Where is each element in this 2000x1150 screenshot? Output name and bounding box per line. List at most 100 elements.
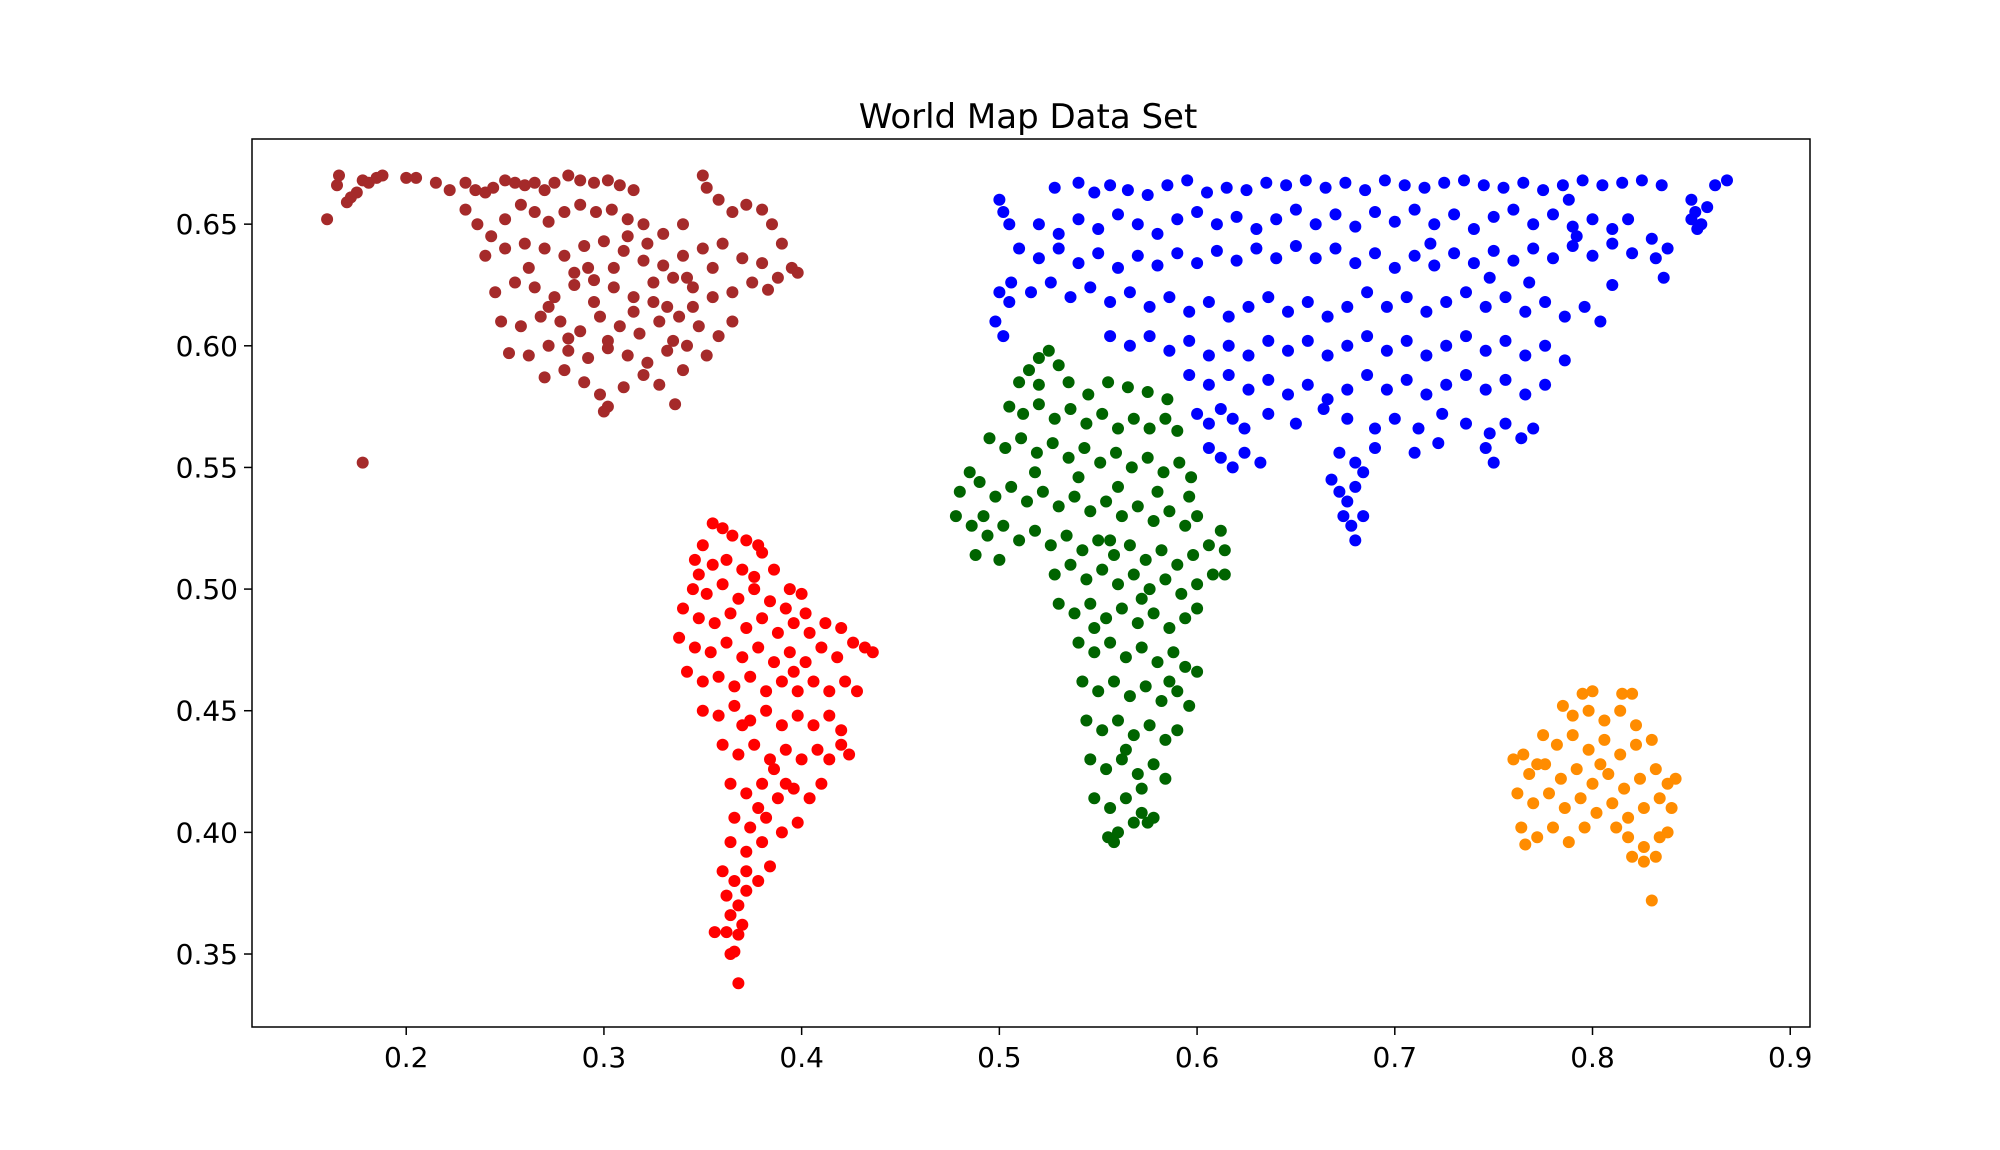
point-south_america-109 (783, 583, 796, 596)
point-north_america-82 (686, 281, 699, 294)
point-south_america-107 (732, 977, 745, 990)
point-australia-51 (1626, 850, 1639, 863)
point-north_america-1 (331, 179, 343, 192)
point-south_america-101 (736, 918, 749, 931)
point-south_america-20 (677, 602, 689, 615)
point-australia-1 (1586, 685, 1599, 698)
point-north_america-63 (617, 244, 630, 257)
point-africa-119 (1159, 733, 1172, 746)
point-eurasia-189 (1412, 422, 1425, 435)
point-north_america-39 (574, 198, 587, 211)
point-north_america-70 (756, 257, 769, 270)
point-south_america-99 (740, 884, 753, 897)
point-south_america-19 (795, 587, 808, 600)
point-africa-79 (1112, 578, 1124, 591)
point-eurasia-66 (1566, 220, 1579, 233)
point-africa-136 (1108, 836, 1120, 849)
point-north_america-72 (489, 286, 502, 299)
point-south_america-97 (720, 889, 733, 902)
point-africa-51 (1147, 515, 1160, 527)
x-tick-label-3: 0.5 (977, 1041, 1022, 1074)
point-australia-34 (1543, 787, 1555, 800)
point-north_america-20 (509, 176, 521, 189)
point-north_america-26 (574, 174, 587, 187)
point-eurasia-181 (1226, 412, 1239, 425)
point-north_america-102 (542, 339, 555, 352)
point-eurasia-119 (1301, 296, 1314, 308)
point-africa-134 (1127, 816, 1140, 829)
point-eurasia-101 (1626, 247, 1639, 260)
point-south_america-5 (756, 546, 769, 559)
point-north_america-13 (429, 176, 442, 189)
point-eurasia-205 (1432, 437, 1445, 450)
point-eurasia-151 (1420, 349, 1433, 362)
point-eurasia-144 (1282, 344, 1294, 357)
point-north_america-97 (692, 320, 705, 333)
point-north_america-23 (538, 184, 551, 197)
point-north_america-65 (657, 259, 670, 272)
point-north_america-66 (677, 249, 689, 262)
point-eurasia-12 (1141, 189, 1154, 201)
point-africa-22 (1159, 412, 1172, 425)
point-eurasia-25 (1398, 179, 1411, 192)
y-tick-label-4: 0.55 (176, 451, 238, 484)
point-africa-112 (1171, 685, 1184, 698)
point-eurasia-95 (1507, 254, 1520, 267)
point-north_america-135 (621, 230, 634, 243)
point-eurasia-103 (1661, 242, 1674, 255)
point-eurasia-9 (1088, 186, 1101, 199)
point-eurasia-203 (1369, 442, 1381, 454)
point-africa-35 (1157, 466, 1170, 479)
point-north_america-93 (613, 320, 626, 333)
point-africa-140 (1072, 471, 1085, 484)
point-africa-105 (1191, 665, 1204, 678)
point-south_america-18 (779, 602, 792, 615)
point-africa-1 (1042, 344, 1055, 357)
point-south_america-42 (847, 636, 860, 649)
point-eurasia-192 (1483, 427, 1496, 440)
point-north_america-64 (637, 254, 650, 267)
point-eurasia-5 (989, 315, 1002, 328)
point-south_america-111 (799, 607, 812, 620)
point-eurasia-115 (1222, 310, 1235, 323)
point-north_america-120 (669, 398, 682, 411)
point-south_america-53 (807, 675, 820, 688)
point-north_america-22 (528, 176, 541, 189)
point-eurasia-209 (1333, 485, 1346, 498)
point-africa-58 (997, 519, 1010, 532)
x-tick-label-1: 0.3 (582, 1041, 627, 1074)
point-eurasia-79 (1191, 257, 1204, 270)
point-africa-104 (1179, 660, 1192, 673)
point-eurasia-55 (1349, 220, 1362, 233)
point-south_america-71 (779, 743, 792, 756)
point-africa-13 (1017, 407, 1030, 420)
point-eurasia-139 (1183, 334, 1196, 347)
point-eurasia-135 (1104, 330, 1117, 343)
point-eurasia-86 (1329, 242, 1342, 255)
point-eurasia-3 (993, 286, 1006, 299)
y-tick-label-0: 0.35 (176, 938, 238, 971)
point-africa-28 (1046, 437, 1059, 450)
point-south_america-78 (740, 787, 753, 800)
point-south_america-13 (700, 587, 713, 600)
point-africa-129 (1119, 792, 1132, 805)
point-north_america-12 (410, 171, 423, 184)
point-north_america-101 (522, 349, 535, 362)
point-eurasia-228 (1649, 252, 1662, 265)
point-south_america-89 (724, 836, 737, 849)
point-africa-137 (977, 510, 990, 523)
point-africa-148 (1119, 743, 1132, 756)
point-eurasia-129 (1499, 291, 1512, 304)
point-australia-11 (1550, 738, 1563, 751)
point-africa-44 (1036, 485, 1049, 498)
point-africa-92 (1131, 617, 1144, 630)
point-north_america-132 (562, 332, 575, 345)
point-africa-32 (1110, 446, 1122, 459)
point-eurasia-232 (1483, 271, 1496, 284)
point-eurasia-132 (1558, 310, 1571, 323)
point-eurasia-116 (1242, 300, 1255, 313)
point-eurasia-159 (1183, 369, 1196, 381)
point-north_america-73 (509, 276, 521, 289)
